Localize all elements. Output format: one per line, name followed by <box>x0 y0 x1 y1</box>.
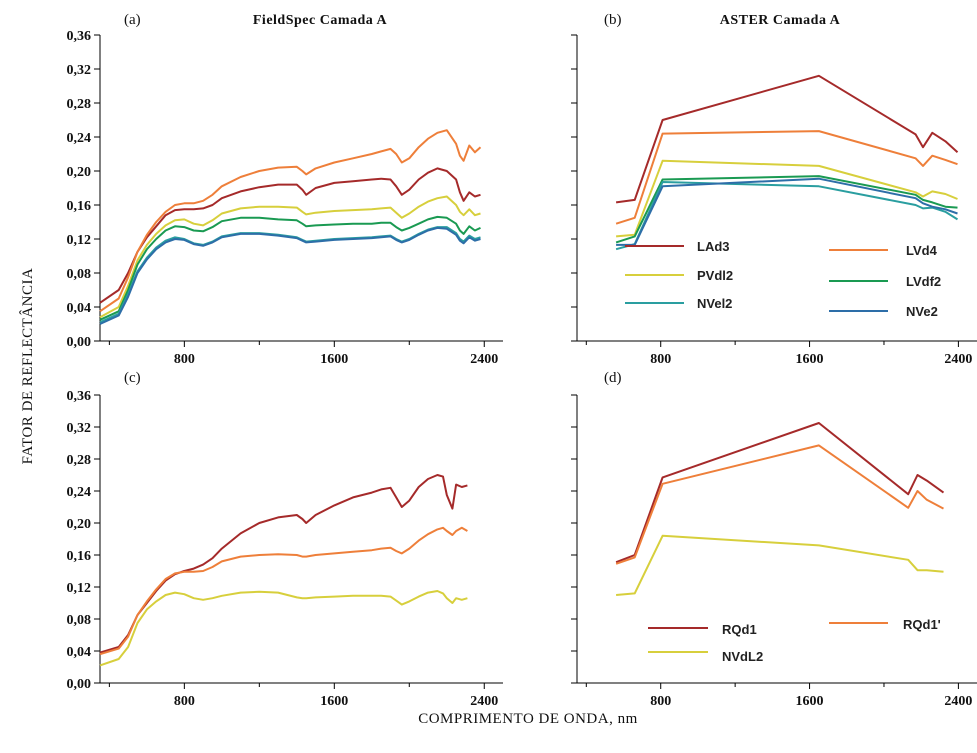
x-axis-title: COMPRIMENTO DE ONDA, nm <box>418 711 638 727</box>
panel-c-x-tick-label: 800 <box>174 694 195 709</box>
legend-label-NVdL2: NVdL2 <box>722 649 763 664</box>
panel-b-letter: (b) <box>604 12 622 28</box>
panel-c-y-tick-label: 0,20 <box>67 517 92 532</box>
panel-a-y-tick-label: 0,16 <box>67 199 92 214</box>
panel-c-series-RQd1 <box>99 474 468 654</box>
panel-c-y-tick-label: 0,04 <box>67 645 92 660</box>
panel-a-y-tick-label: 0,12 <box>67 233 92 248</box>
panel-b-title: ASTER Camada A <box>720 13 841 28</box>
panel-d-series-RQd1 <box>615 422 945 564</box>
legend-label-PVdl2: PVdl2 <box>697 268 733 283</box>
panel-a-series-PVdl2 <box>99 195 481 319</box>
panel-d-x-tick-label: 1600 <box>796 694 824 709</box>
panel-b-x-tick-label: 800 <box>650 352 671 367</box>
panel-a-series-NVe2 <box>99 226 481 325</box>
panel-a-series-NVel2 <box>99 226 481 324</box>
panel-c-y-tick-label: 0,00 <box>67 677 92 692</box>
panel-a-x-tick-label: 1600 <box>320 352 348 367</box>
panel-a-y-tick-label: 0,04 <box>67 301 92 316</box>
legend-label-RQd1p: RQd1' <box>903 617 941 632</box>
legend-label-NVe2: NVe2 <box>906 304 938 319</box>
panel-d-x-tick-label: 2400 <box>944 694 972 709</box>
panel-c-y-tick-label: 0,28 <box>67 453 92 468</box>
legend-label-LVdf2: LVdf2 <box>906 274 941 289</box>
legend-panel-d: RQd1 RQd1' NVdL2 <box>648 617 941 664</box>
panel-d: (d) 800 1600 2400 <box>571 370 977 709</box>
panel-a-y-tick-label: 0,28 <box>67 97 92 112</box>
panel-b-series-LVdf2 <box>615 175 958 244</box>
panel-a-y-tick-label: 0,32 <box>67 63 92 78</box>
panel-d-letter: (d) <box>604 370 622 386</box>
panel-a-series-LVd4 <box>99 129 482 313</box>
panel-c-letter: (c) <box>124 370 141 386</box>
legend-label-NVel2: NVel2 <box>697 296 732 311</box>
panel-b-series-LAd3 <box>615 74 959 204</box>
legend-label-RQd1: RQd1 <box>722 622 757 637</box>
panel-c-y-tick-label: 0,08 <box>67 613 92 628</box>
panel-c-x-tick-label: 2400 <box>470 694 498 709</box>
panel-a-y-tick-label: 0,36 <box>67 29 92 44</box>
panel-c-y-tick-label: 0,16 <box>67 549 92 564</box>
legend-label-LVd4: LVd4 <box>906 243 938 258</box>
panel-c-y-tick-label: 0,36 <box>67 389 92 404</box>
panel-a-letter: (a) <box>124 12 141 28</box>
panel-c-series-RQd1p <box>99 526 468 656</box>
panel-b-series-PVdl2 <box>616 159 958 238</box>
panel-a-x-tick-label: 2400 <box>470 352 498 367</box>
legend-label-LAd3: LAd3 <box>697 239 730 254</box>
panel-b-series-LVd4 <box>615 130 958 225</box>
panel-c: (c) 0,00 0,04 0,08 0,12 0,16 0,20 0,24 0,28 0,32… <box>67 370 503 709</box>
panel-a-fieldspec-layer-a: (a) FieldSpec Camada A 0,00 0,04 0,08 0,12 0… <box>67 12 503 367</box>
panel-a-y-tick-label: 0,20 <box>67 165 92 180</box>
panel-a-y-tick-label: 0,00 <box>67 335 92 350</box>
y-axis-title: FATOR DE REFLECTÂNCIA <box>19 268 36 465</box>
panel-c-y-tick-label: 0,32 <box>67 421 92 436</box>
panel-b-series-NVe2 <box>616 177 958 246</box>
panel-a-title: FieldSpec Camada A <box>253 13 388 28</box>
panel-c-y-tick-label: 0,12 <box>67 581 92 596</box>
panel-a-series-LVdf2 <box>99 215 481 321</box>
panel-c-x-tick-label: 1600 <box>320 694 348 709</box>
legend-panel-b: LAd3 LVd4 PVdl2 LVdf2 NVel2 NVe2 <box>625 239 941 319</box>
panel-d-series-NVdL2 <box>616 534 944 596</box>
panel-c-y-tick-label: 0,24 <box>67 485 92 500</box>
panel-d-series-RQd1p <box>615 444 944 565</box>
panel-a-series-LAd3 <box>99 167 481 304</box>
panel-a-y-tick-label: 0,08 <box>67 267 92 282</box>
panel-b-x-tick-label: 2400 <box>944 352 972 367</box>
panel-a-x-tick-label: 800 <box>174 352 195 367</box>
panel-b-x-tick-label: 1600 <box>796 352 824 367</box>
panel-a-y-tick-label: 0,24 <box>67 131 92 146</box>
panel-d-x-tick-label: 800 <box>650 694 671 709</box>
panel-b-aster-layer-a: (b) ASTER Camada A 800 1600 2400 <box>571 12 977 367</box>
panel-c-series-NVdL2 <box>99 590 468 667</box>
